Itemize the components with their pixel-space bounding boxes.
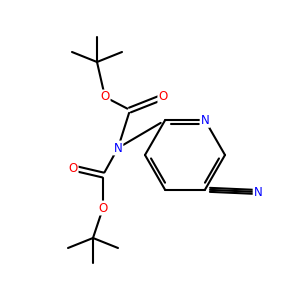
Text: O: O — [100, 91, 109, 103]
Text: O: O — [68, 161, 78, 175]
Text: N: N — [114, 142, 122, 154]
Text: O: O — [158, 91, 168, 103]
Text: N: N — [254, 185, 262, 199]
Text: N: N — [201, 114, 209, 127]
Text: O: O — [98, 202, 108, 214]
